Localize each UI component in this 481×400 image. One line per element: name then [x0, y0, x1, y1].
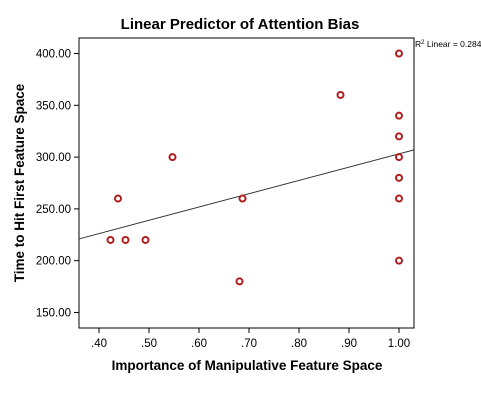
r-squared-prefix: R: [415, 39, 421, 49]
data-point: [121, 235, 130, 244]
data-point: [395, 256, 403, 265]
x-axis-title: Importance of Manipulative Feature Space: [112, 358, 383, 373]
data-point: [395, 111, 403, 120]
x-tick-label: .80: [291, 338, 307, 350]
data-points: [106, 49, 403, 286]
y-tick-label: 150.00: [36, 307, 71, 319]
data-point: [235, 277, 244, 286]
data-point: [168, 153, 177, 162]
x-tick-label: 1.00: [388, 338, 410, 350]
chart-title: Linear Predictor of Attention Bias: [121, 16, 360, 33]
data-point: [395, 173, 403, 182]
y-tick-label: 300.00: [36, 152, 71, 164]
plot-frame: [78, 37, 415, 329]
data-point: [395, 49, 403, 58]
data-point: [395, 132, 403, 141]
y-axis-title: Time to Hit First Feature Space: [12, 83, 27, 282]
y-tick-label: 250.00: [36, 204, 71, 216]
x-tick-label: .70: [241, 338, 257, 350]
r-squared-value: Linear = 0.284: [424, 39, 481, 49]
y-tick-label: 400.00: [36, 49, 71, 61]
data-point: [395, 153, 403, 162]
data-point: [106, 235, 115, 244]
y-tick-label: 200.00: [36, 256, 71, 268]
r-squared-superscript: 2: [421, 40, 425, 46]
data-point: [114, 194, 122, 203]
fit-line: [78, 149, 415, 240]
x-tick-label: .60: [191, 338, 207, 350]
r-squared-label: R2 Linear = 0.284: [415, 39, 481, 49]
x-tick-label: .90: [341, 338, 357, 350]
x-axis: .40 .50 .60 .70 .80 .90 1.00: [91, 328, 410, 350]
y-tick-label: 350.00: [36, 100, 71, 112]
y-axis: 150.00 200.00 250.00 300.00 350.00 400.00: [36, 49, 79, 319]
data-point: [336, 90, 345, 99]
data-point: [395, 194, 403, 203]
x-tick-label: .40: [91, 338, 107, 350]
data-point: [238, 194, 247, 203]
data-point: [141, 235, 150, 244]
x-tick-label: .50: [141, 338, 157, 350]
